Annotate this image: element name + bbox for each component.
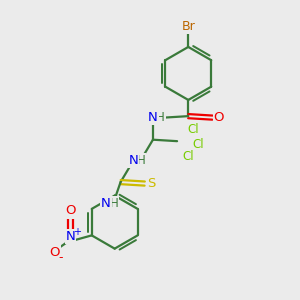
Text: -: -	[58, 251, 63, 264]
Text: O: O	[214, 111, 224, 124]
Text: Br: Br	[182, 20, 195, 33]
Text: Cl: Cl	[182, 150, 194, 163]
Text: S: S	[147, 177, 155, 190]
Text: O: O	[49, 246, 60, 259]
Text: H: H	[137, 154, 146, 167]
Text: N: N	[148, 110, 158, 124]
Text: Cl: Cl	[188, 124, 199, 136]
Text: Cl: Cl	[193, 138, 204, 151]
Text: H: H	[110, 197, 118, 210]
Text: N: N	[128, 154, 138, 167]
Text: O: O	[65, 205, 76, 218]
Text: N: N	[66, 230, 75, 243]
Text: N: N	[101, 197, 111, 210]
Text: +: +	[73, 226, 81, 237]
Text: H: H	[156, 110, 165, 124]
